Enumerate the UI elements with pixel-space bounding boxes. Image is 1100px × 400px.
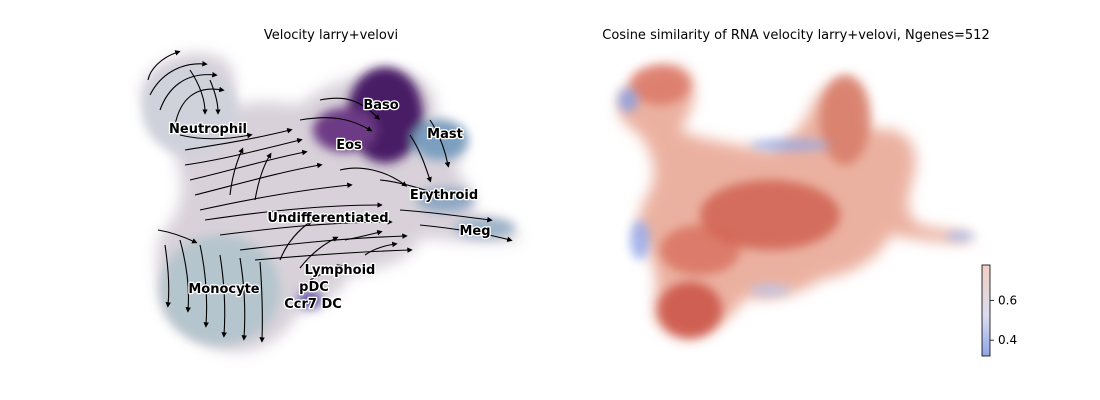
streamline (179, 239, 191, 313)
cluster-label-pdc: pDC (299, 280, 329, 295)
streamline (209, 79, 221, 115)
streamline (149, 61, 208, 96)
hot-region (660, 225, 740, 275)
cluster-label-lymphoid: Lymphoid (305, 263, 376, 278)
streamline (159, 71, 218, 111)
cluster-label-erythroid: Erythroid (410, 188, 478, 203)
cluster-label-undifferentiated: Undifferentiated (267, 211, 388, 226)
streamline (279, 220, 313, 261)
low-region (618, 88, 638, 112)
streamline (259, 261, 265, 343)
streamline (219, 254, 227, 338)
streamline (344, 229, 383, 241)
streamline (179, 132, 253, 140)
streamline (409, 134, 432, 183)
cluster-label-baso: Baso (363, 98, 398, 113)
streamline (309, 264, 343, 281)
streamline (399, 209, 493, 223)
colorbar-ticks: 0.4 0.6 (990, 294, 1017, 347)
cluster-label-mast: Mast (427, 127, 463, 142)
streamline (319, 97, 380, 120)
hot-region (820, 75, 870, 165)
velocity-streamlines (147, 50, 513, 343)
streamline (199, 182, 353, 211)
low-region (750, 284, 790, 296)
hot-region (700, 180, 840, 250)
cluster-label-monocyte: Monocyte (188, 282, 259, 297)
streamline (164, 244, 172, 308)
cluster-patch-eos (313, 108, 377, 152)
streamline (429, 119, 451, 168)
streamline (157, 229, 198, 244)
cluster-patch-neutrophil (142, 65, 238, 155)
low-region (750, 139, 830, 151)
streamline (199, 244, 209, 328)
streamline (239, 257, 247, 341)
velocity-panel: Velocity larry+velovi Neutrophil Baso Ma… (141, 28, 520, 352)
low-region (946, 231, 974, 241)
cosine-panel: Cosine similarity of RNA velocity larry+… (602, 28, 1017, 357)
cluster-patch-erythroid (417, 188, 473, 212)
cluster-label-neutrophil: Neutrophil (169, 122, 247, 137)
cluster-label-eos: Eos (336, 138, 362, 153)
streamline (219, 219, 393, 236)
streamline (254, 247, 413, 261)
streamline (299, 236, 339, 269)
streamline (339, 167, 408, 187)
low-region (630, 220, 650, 260)
colorbar: 0.4 0.6 (981, 264, 1017, 357)
streamline (184, 127, 293, 151)
colorbar-tick-label: 0.4 (998, 333, 1017, 347)
cluster-label-ccr7-dc: Ccr7 DC (284, 297, 342, 312)
streamline (229, 147, 244, 196)
cluster-patch-monocyte (160, 235, 280, 345)
streamline (189, 149, 308, 181)
cluster-labels: Neutrophil Baso Mast Eos Erythroid Undif… (168, 97, 492, 314)
streamline (194, 162, 323, 196)
streamline (379, 179, 443, 197)
streamline (299, 117, 373, 132)
cluster-patch-meg (455, 218, 515, 238)
cluster-label-meg: Meg (459, 224, 490, 239)
cosine-panel-title: Cosine similarity of RNA velocity larry+… (602, 28, 989, 43)
streamline (174, 86, 225, 126)
streamline (419, 224, 513, 242)
colorbar-gradient (981, 264, 991, 357)
streamline (254, 152, 272, 201)
streamline (189, 69, 208, 115)
hot-region (658, 282, 722, 338)
cosine-low-edges (618, 88, 974, 296)
streamline (204, 202, 383, 221)
cluster-patches (142, 65, 515, 345)
hot-region (630, 65, 690, 105)
cluster-patch-ccr7dc (298, 292, 322, 308)
colorbar-tick-label: 0.6 (998, 294, 1017, 308)
streamline (364, 241, 398, 256)
streamline (239, 233, 408, 251)
streamline (147, 50, 181, 81)
cosine-hot-regions (630, 65, 870, 338)
velocity-panel-title: Velocity larry+velovi (264, 28, 398, 43)
